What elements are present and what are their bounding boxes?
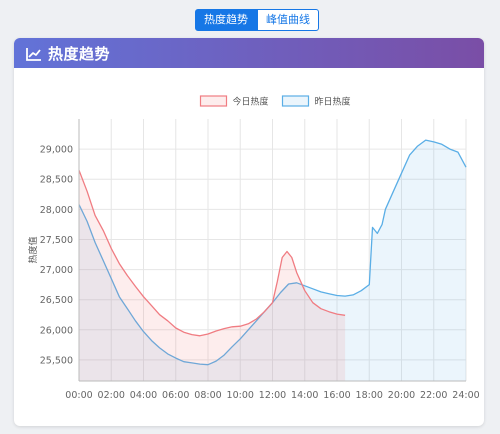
card-header: 热度趋势 <box>14 38 484 68</box>
series-line-yesterday <box>78 139 467 366</box>
x-tick-label: 04:00 <box>130 390 157 401</box>
series-area-yesterday <box>79 140 466 381</box>
trend-card: 热度趋势 <box>14 38 484 426</box>
x-tick-label: 16:00 <box>323 390 350 401</box>
chart-axes: 25,500 26,000 26,500 27,000 27,500 28,000 28,5… <box>40 119 480 401</box>
legend-swatch <box>199 95 228 107</box>
chart-series <box>78 139 467 381</box>
legend-label: 今日热度 <box>233 96 269 108</box>
chart-grid <box>78 119 467 381</box>
chart-legend: 今日热度 昨日热度 <box>199 95 351 108</box>
tab-heat-trend[interactable]: 热度趋势 <box>195 9 257 31</box>
x-tick-label: 18:00 <box>356 390 383 401</box>
y-tick-label: 27,000 <box>40 265 73 276</box>
x-tick-label: 00:00 <box>65 390 92 401</box>
y-axis-title: 热度值 <box>27 236 39 263</box>
line-chart-icon <box>26 46 42 61</box>
series-area-today <box>79 170 346 381</box>
tab-peak-curve[interactable]: 峰值曲线 <box>257 9 319 31</box>
series-line-today <box>78 169 346 337</box>
card-title: 热度趋势 <box>48 44 111 63</box>
y-tick-label: 25,500 <box>40 355 73 366</box>
x-tick-label: 06:00 <box>162 390 189 401</box>
x-tick-label: 24:00 <box>452 390 479 401</box>
y-tick-label: 26,500 <box>40 295 73 306</box>
y-tick-label: 27,500 <box>40 235 73 246</box>
x-tick-label: 02:00 <box>98 390 125 401</box>
x-tick-label: 08:00 <box>194 390 221 401</box>
legend-label: 昨日热度 <box>315 96 351 108</box>
x-tick-label: 14:00 <box>291 390 318 401</box>
view-tabs: 热度趋势 峰值曲线 <box>195 9 319 31</box>
y-tick-label: 26,000 <box>40 325 73 336</box>
x-tick-label: 12:00 <box>259 390 286 401</box>
x-tick-label: 20:00 <box>388 390 415 401</box>
x-tick-label: 22:00 <box>420 390 447 401</box>
y-tick-label: 28,000 <box>40 205 73 216</box>
y-tick-label: 29,000 <box>40 145 73 156</box>
legend-swatch <box>281 95 310 107</box>
x-tick-label: 10:00 <box>227 390 254 401</box>
y-tick-label: 28,500 <box>40 175 73 186</box>
